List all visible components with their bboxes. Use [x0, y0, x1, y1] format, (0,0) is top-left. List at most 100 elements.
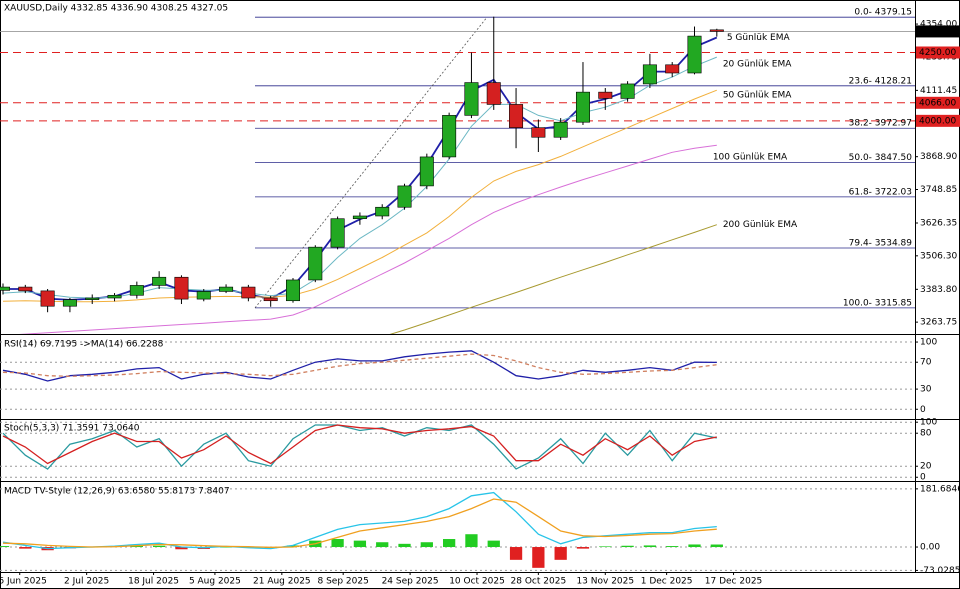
candle-body: [665, 64, 680, 74]
y-tick-label: 0: [920, 473, 926, 483]
legend-label: 20 Günlük EMA: [723, 60, 792, 70]
candle-body: [419, 156, 434, 187]
histogram-bar: [710, 544, 723, 548]
x-tick-label: 10 Oct 2025: [449, 577, 505, 587]
fib-trendline: [254, 16, 488, 309]
legend-label: 100 Günlük EMA: [713, 153, 788, 163]
candle-body: [107, 294, 122, 299]
histogram-bar: [599, 546, 612, 548]
histogram-bar: [130, 545, 143, 548]
y-tick-label: 3383.80: [920, 285, 957, 295]
legend-label: 200 Günlük EMA: [723, 220, 798, 230]
y-tick-label: 3506.30: [920, 251, 957, 261]
panel-title: XAUUSD,Daily 4332.85 4336.90 4308.25 432…: [4, 4, 228, 14]
level-box: [916, 46, 960, 59]
candle-body: [598, 91, 613, 99]
series-line: [2, 350, 717, 382]
x-tick-label: 2 Jul 2025: [64, 577, 109, 587]
y-tick-label: 0.00: [920, 543, 940, 553]
candle-body: [62, 299, 77, 307]
candle-body: [85, 297, 100, 300]
candle-body: [18, 286, 33, 292]
x-tick-label: 13 Nov 2025: [576, 577, 634, 587]
y-tick-label: 100: [920, 418, 937, 428]
x-tick-label: 18 Jul 2025: [128, 577, 179, 587]
candle-body: [352, 215, 367, 220]
candle-body: [397, 185, 412, 208]
panel: [0, 341, 915, 410]
candle-body: [129, 285, 144, 296]
histogram-bar: [554, 547, 567, 560]
y-tick-label: 20: [920, 462, 932, 472]
level-label: 4000.00: [919, 116, 956, 126]
candle-body: [241, 286, 256, 299]
candle-body: [219, 286, 234, 292]
fib-label: 38.2- 3972.97: [849, 119, 912, 129]
histogram-bar: [621, 545, 634, 548]
candle-body: [442, 115, 457, 158]
candle-body: [375, 206, 390, 217]
x-tick-label: 17 Dec 2025: [705, 577, 763, 587]
y-tick-label: 181.6846: [920, 484, 960, 494]
histogram-bar: [331, 539, 344, 548]
candle-body: [464, 82, 479, 116]
y-tick-label: 3868.90: [920, 152, 957, 162]
candle-body: [553, 121, 568, 138]
level-box: [916, 96, 960, 109]
candle-body: [575, 91, 590, 123]
y-tick-label: 80: [920, 429, 932, 439]
candle-body: [709, 29, 724, 32]
y-tick-label: 3263.75: [920, 318, 957, 328]
y-tick-label: 30: [920, 385, 932, 395]
panel: [0, 421, 915, 478]
candle-body: [40, 290, 55, 307]
last-price-box: [916, 25, 960, 38]
y-tick-label: -73.0285: [920, 566, 960, 576]
y-tick-label: 3626.35: [920, 218, 957, 228]
x-tick-label: 8 Sep 2025: [318, 577, 369, 587]
histogram-bar: [175, 547, 188, 550]
series-line: [2, 424, 717, 465]
candle-body: [0, 286, 10, 291]
legend-label: 50 Günlük EMA: [723, 91, 792, 101]
y-tick-label: 0: [920, 405, 926, 415]
histogram-bar: [443, 539, 456, 548]
candle-body: [509, 104, 524, 128]
candle-body: [263, 297, 278, 302]
y-tick-label: 4354.00: [920, 20, 957, 30]
series-line: [2, 89, 717, 303]
legend-label: 5 Günlük EMA: [727, 33, 791, 43]
level-box: [916, 114, 960, 127]
fib-label: 0.0- 4379.15: [854, 8, 912, 18]
histogram-bar: [643, 545, 657, 548]
candle-body: [285, 279, 300, 302]
fib-label: 100.0- 3315.85: [843, 298, 912, 308]
candle-body: [486, 82, 501, 105]
candle-body: [152, 276, 167, 286]
panel-title: Stoch(5,3,3) 71.3591 73.0640: [4, 424, 140, 434]
histogram-bar: [219, 547, 233, 548]
panel-title: MACD TV-Style (12,26,9) 63.6580 55.8173 …: [4, 487, 230, 497]
y-tick-label: 100: [920, 338, 937, 348]
y-tick-label: 4111.45: [920, 86, 957, 96]
histogram-bar: [153, 545, 166, 548]
histogram-bar: [576, 547, 590, 549]
panel: [0, 488, 915, 571]
histogram-bar: [465, 534, 478, 548]
candle-body: [196, 291, 211, 300]
fib-label: 23.6- 4128.21: [849, 76, 912, 86]
x-tick-label: 28 Oct 2025: [511, 577, 567, 587]
candle-body: [330, 218, 345, 248]
x-tick-label: 24 Sep 2025: [382, 577, 439, 587]
histogram-bar: [420, 542, 433, 548]
histogram-bar: [532, 547, 545, 568]
fib-label: 61.8- 3722.03: [849, 187, 912, 197]
candle-body: [308, 246, 323, 281]
level-label: 4250.00: [919, 48, 956, 58]
candle-body: [174, 276, 189, 300]
series-line: [18, 144, 717, 334]
series-line: [2, 56, 717, 299]
series-line: [2, 498, 717, 548]
candle-body: [620, 83, 635, 99]
candle-body: [642, 64, 657, 85]
